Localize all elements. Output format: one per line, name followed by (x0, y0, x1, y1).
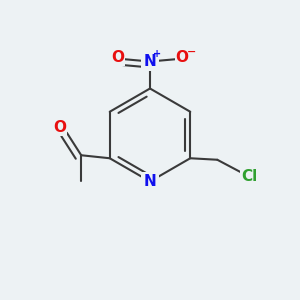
Text: N: N (144, 174, 156, 189)
Text: −: − (187, 46, 197, 57)
Text: O: O (54, 120, 67, 135)
Text: +: + (153, 49, 162, 59)
Text: N: N (144, 54, 156, 69)
Text: O: O (111, 50, 124, 65)
Text: O: O (175, 50, 188, 65)
Text: Cl: Cl (241, 169, 257, 184)
